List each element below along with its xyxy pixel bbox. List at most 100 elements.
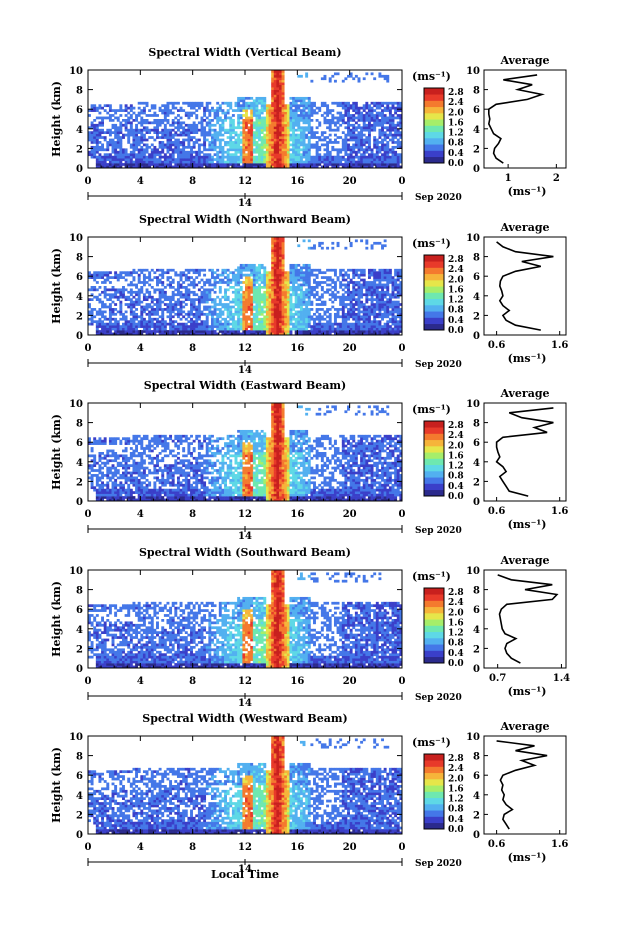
heatmap-cell [274, 151, 277, 154]
heatmap-cell [198, 296, 201, 299]
heatmap-cell [373, 315, 376, 318]
heatmap-cell [284, 320, 287, 323]
heatmap-cell [153, 156, 156, 159]
heatmap-cell [342, 80, 345, 83]
heatmap-cell [258, 119, 261, 122]
heatmap-cell [148, 136, 151, 139]
heatmap-cell [125, 274, 128, 277]
heatmap-cell [151, 301, 154, 304]
heatmap-cell [324, 328, 327, 331]
heatmap-cell [245, 303, 248, 306]
heatmap-cell [216, 303, 219, 306]
heatmap-cell [305, 293, 308, 296]
heatmap-cell [303, 144, 306, 147]
heatmap-cell [203, 144, 206, 147]
heatmap-cell [310, 330, 313, 333]
heatmap-cell [365, 136, 368, 139]
heatmap-cell [350, 298, 353, 301]
heatmap-cell [245, 146, 248, 149]
heatmap-cell [167, 136, 170, 139]
heatmap-cell [206, 104, 209, 107]
heatmap-cell [324, 131, 327, 134]
heatmap-cell [208, 114, 211, 117]
heatmap-cell [224, 141, 227, 144]
heatmap-cell [371, 291, 374, 294]
heatmap-cell [355, 146, 358, 149]
heatmap-cell [373, 276, 376, 279]
heatmap-cell [295, 325, 298, 328]
heatmap-cell [122, 148, 125, 151]
heatmap-cell [303, 266, 306, 269]
heatmap-cell [132, 107, 135, 110]
heatmap-cell [373, 77, 376, 80]
heatmap-cell [182, 311, 185, 314]
heatmap-cell [279, 153, 282, 156]
heatmap-cell [337, 330, 340, 333]
heatmap-cell [190, 112, 193, 115]
heatmap-cell [169, 323, 172, 326]
heatmap-cell [224, 296, 227, 299]
heatmap-cell [329, 323, 332, 326]
heatmap-cell [156, 308, 159, 311]
heatmap-cell [255, 107, 258, 110]
heatmap-cell [352, 298, 355, 301]
heatmap-cell [258, 153, 261, 156]
heatmap-cell [164, 293, 167, 296]
heatmap-cell [180, 328, 183, 331]
heatmap-cell [242, 124, 245, 127]
heatmap-cell [295, 328, 298, 331]
heatmap-cell [371, 303, 374, 306]
heatmap-cell [271, 134, 274, 137]
heatmap-cell [140, 323, 143, 326]
heatmap-cell [182, 281, 185, 284]
heatmap-cell [360, 144, 363, 147]
heatmap-cell [153, 107, 156, 110]
heatmap-cell [119, 306, 122, 309]
heatmap-cell [201, 301, 204, 304]
heatmap-cell [326, 276, 329, 279]
heatmap-cell [214, 301, 217, 304]
heatmap-cell [224, 318, 227, 321]
heatmap-cell [109, 158, 112, 161]
heatmap-cell [96, 126, 99, 129]
heatmap-cell [216, 328, 219, 331]
heatmap-cell [389, 161, 392, 164]
heatmap-cell [344, 284, 347, 287]
heatmap-cell [344, 126, 347, 129]
heatmap-cell [326, 288, 329, 291]
heatmap-cell [177, 274, 180, 277]
heatmap-cell [282, 146, 285, 149]
heatmap-cell [132, 313, 135, 316]
heatmap-cell [363, 129, 366, 132]
heatmap-cell [358, 303, 361, 306]
heatmap-cell [321, 271, 324, 274]
heatmap-cell [242, 151, 245, 154]
heatmap-cell [135, 284, 138, 287]
heatmap-cell [347, 291, 350, 294]
heatmap-cell [208, 293, 211, 296]
heatmap-cell [98, 156, 101, 159]
heatmap-cell [300, 320, 303, 323]
heatmap-cell [227, 330, 230, 333]
heatmap-cell [269, 323, 272, 326]
heatmap-cell [125, 119, 128, 122]
heatmap-cell [106, 274, 109, 277]
heatmap-cell [248, 318, 251, 321]
heatmap-cell [324, 158, 327, 161]
heatmap-cell [373, 281, 376, 284]
heatmap-cell [397, 114, 400, 117]
heatmap-cell [376, 151, 379, 154]
heatmap-cell [245, 293, 248, 296]
heatmap-cell [274, 293, 277, 296]
heatmap-cell [101, 320, 104, 323]
heatmap-cell [274, 87, 277, 90]
heatmap-cell [303, 330, 306, 333]
heatmap-cell [117, 117, 120, 120]
heatmap-cell [276, 109, 279, 112]
heatmap-cell [151, 296, 154, 299]
heatmap-cell [368, 144, 371, 147]
heatmap-cell [326, 141, 329, 144]
heatmap-cell [284, 288, 287, 291]
heatmap-cell [208, 146, 211, 149]
heatmap-cell [318, 109, 321, 112]
